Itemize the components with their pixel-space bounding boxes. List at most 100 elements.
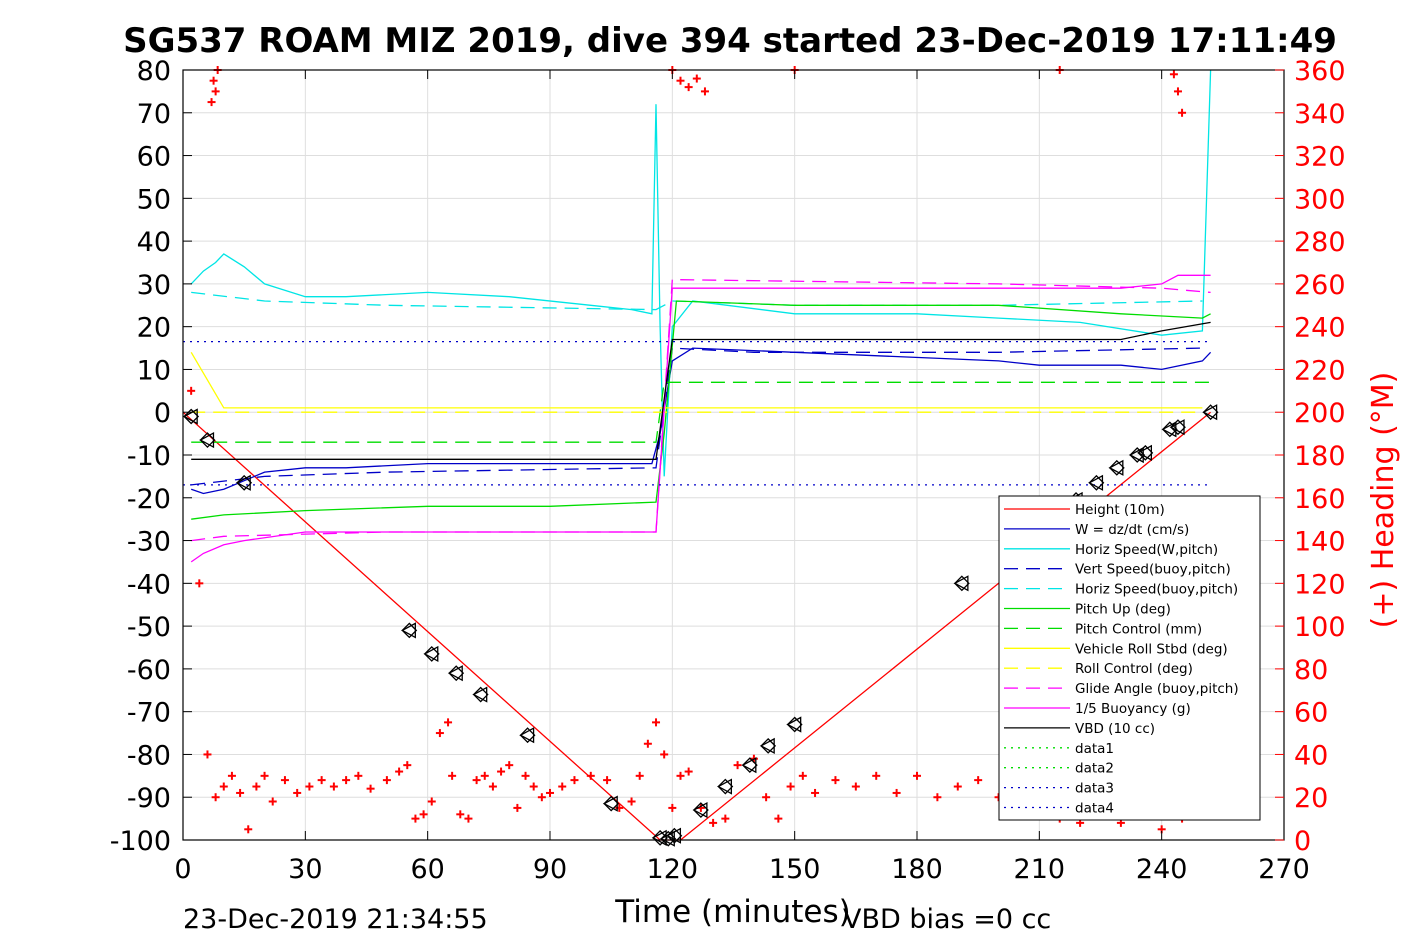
waypoint-triangle [651,829,667,846]
heading-point [505,761,514,770]
waypoint-triangle [1088,474,1104,491]
waypoint-diamond [1108,459,1125,476]
heading-point [627,797,636,806]
waypoint-triangle [472,686,488,703]
legend-entry: 1/5 Buoyancy (g) [1075,701,1191,717]
waypoint-marker [423,645,440,663]
heading-point [403,761,412,770]
waypoint-diamond [717,778,734,795]
heading-point [209,76,218,85]
heading-point [448,771,457,780]
waypoint-diamond [236,474,253,491]
waypoint-marker [199,431,216,449]
waypoint-marker [519,727,536,744]
tick-layer: 0 30 60 90 120 150 180 210 240 270 80 70 60 50 40 30 20 1… [110,56,1346,885]
y-right-tick-label: 140 [1294,527,1346,558]
waypoint-diamond [472,686,489,703]
series-line-11 [191,321,1211,460]
heading-point [786,782,795,791]
y-tick-label: -10 [127,441,171,472]
heading-point [635,771,644,780]
y-right-tick-label: 280 [1294,227,1346,258]
x-tick-label: 60 [410,854,444,885]
heading-point [586,771,595,780]
waypoint-marker [1108,459,1125,476]
heading-point [1169,70,1178,79]
heading-point [305,782,314,791]
waypoint-diamond [1170,419,1186,436]
heading-point [668,803,677,812]
series-line-7 [190,351,1203,409]
x-tick-label: 90 [533,854,567,885]
heading-point [252,782,261,791]
waypoint-marker [1169,419,1186,436]
heading-point [546,788,554,797]
heading-point [480,771,489,780]
heading-point [444,718,453,727]
y-tick-label: 50 [137,184,171,215]
heading-point [1178,108,1187,117]
heading-point [354,771,363,780]
legend-entry: Pitch Up (deg) [1075,602,1171,618]
legend-entry: Vert Speed(buoy,pitch) [1075,562,1231,578]
waypoint-marker [759,737,777,754]
y-right-tick-label: 20 [1294,783,1328,814]
heading-point [456,810,465,819]
waypoint-diamond [519,727,536,744]
heading-point [317,776,326,785]
heading-point [603,776,612,785]
legend: Height (10m) W = dz/dt (cm/s) Horiz Speed(… [998,495,1261,821]
y-right-tick-label: 160 [1294,484,1346,515]
waypoint-triangle [519,727,535,744]
x-axis-label: Time (minutes) [614,894,850,930]
legend-entry: VBD (10 cc) [1075,721,1155,737]
heading-point [676,76,685,85]
legend-entry: data1 [1075,741,1114,757]
heading-point [831,776,840,785]
heading-point [187,386,196,395]
heading-point [529,782,538,791]
waypoint-diamond [183,408,200,425]
series-line-1 [190,347,1212,495]
heading-point [211,87,220,96]
waypoint-triangle [786,716,802,733]
legend-entry: Horiz Speed(buoy,pitch) [1075,582,1238,598]
waypoint-diamond [603,795,620,812]
y-axis-right-label: (+) Heading (°M) [1366,372,1401,629]
y-tick-label: 30 [137,270,171,301]
y-right-tick-label: 60 [1294,698,1328,729]
chart-title: SG537 ROAM MIZ 2019, dive 394 started 23… [123,21,1337,61]
footer-vbd-bias: VBD bias =0 cc [843,904,1051,935]
legend-entry: data3 [1075,781,1114,797]
heading-point [227,771,236,780]
waypoint-diamond [660,830,677,847]
heading-point [207,98,216,107]
heading-point [395,767,404,776]
heading-point [435,729,444,738]
legend-entry: Pitch Control (mm) [1075,621,1202,637]
waypoint-triangle [716,778,732,795]
heading-point [472,776,481,785]
waypoint-marker [472,686,489,703]
y-tick-label: 40 [137,227,171,258]
heading-point [709,818,718,827]
heading-point [660,750,669,759]
x-tick-label: 120 [647,854,699,885]
heading-point [798,771,807,780]
legend-entry: Vehicle Roll Stbd (deg) [1075,641,1228,657]
legend-entry: data4 [1075,801,1114,817]
y-tick-label: -90 [127,783,171,814]
y-right-tick-label: 260 [1294,270,1346,301]
heading-point [427,797,436,806]
heading-point [280,776,289,785]
legend-entry: Glide Angle (buoy,pitch) [1075,681,1239,697]
waypoint-diamond [741,757,758,774]
heading-point [953,782,962,791]
heading-point [521,771,530,780]
heading-point [762,793,771,802]
y-right-tick-label: 200 [1294,398,1346,429]
heading-point [195,579,204,588]
series-line-2 [190,69,1212,477]
heading-point [570,776,579,785]
y-tick-label: 0 [154,398,171,429]
